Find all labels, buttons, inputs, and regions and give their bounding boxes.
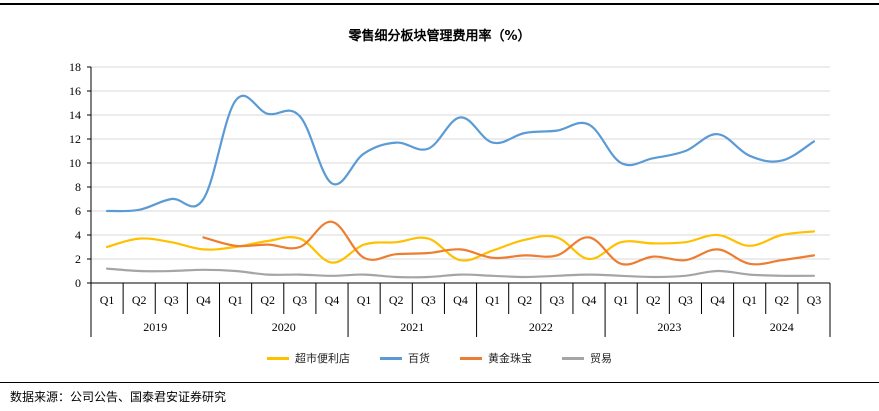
quarter-label: Q4	[453, 293, 468, 307]
legend-label: 超市便利店	[295, 352, 350, 365]
series-line	[202, 220, 816, 266]
legend-label: 黄金珠宝	[488, 352, 532, 365]
legend-item: 黄金珠宝	[460, 350, 532, 366]
y-tick-label: 0	[75, 276, 81, 290]
top-rule	[0, 3, 879, 5]
quarter-label: Q1	[742, 293, 757, 307]
source-note: 数据来源：公司公告、国泰君安证券研究	[10, 390, 227, 404]
y-tick-label: 12	[69, 132, 81, 146]
quarter-label: Q1	[100, 293, 115, 307]
y-tick-label: 10	[69, 156, 81, 170]
y-axis: 0 2 4 6 8 10 12 14 16 18	[69, 60, 92, 290]
quarter-label: Q1	[228, 293, 243, 307]
series-line	[105, 230, 816, 264]
legend-item: 超市便利店	[267, 350, 350, 366]
legend: 超市便利店 百货 黄金珠宝 贸易	[0, 350, 879, 366]
y-tick-label: 2	[75, 252, 81, 266]
series-lines	[105, 94, 816, 279]
quarter-label: Q1	[614, 293, 629, 307]
quarter-label: Q3	[807, 293, 822, 307]
quarter-label: Q2	[646, 293, 661, 307]
y-tick-label: 8	[75, 180, 81, 194]
quarter-label: Q4	[196, 293, 211, 307]
quarter-label: Q2	[132, 293, 147, 307]
quarter-label: Q3	[550, 293, 565, 307]
year-label: 2024	[770, 320, 794, 334]
quarter-label: Q4	[325, 293, 340, 307]
y-tick-label: 16	[69, 84, 81, 98]
bottom-rule	[0, 382, 879, 383]
quarter-label: Q3	[164, 293, 179, 307]
quarter-label: Q2	[260, 293, 275, 307]
quarter-label: Q1	[357, 293, 372, 307]
quarter-label: Q2	[517, 293, 532, 307]
quarter-label: Q4	[710, 293, 725, 307]
quarter-label: Q1	[485, 293, 500, 307]
year-label: 2022	[529, 320, 553, 334]
legend-item: 贸易	[562, 350, 612, 366]
chart-title: 零售细分板块管理费用率（%）	[348, 29, 531, 44]
series-line	[105, 267, 816, 279]
y-tick-label: 4	[75, 228, 81, 242]
grid	[91, 66, 830, 260]
quarter-label: Q3	[421, 293, 436, 307]
legend-swatch	[460, 356, 482, 360]
quarter-label: Q4	[582, 293, 597, 307]
year-label: 2023	[657, 320, 681, 334]
year-label: 2021	[400, 320, 424, 334]
y-tick-label: 6	[75, 204, 81, 218]
quarter-label: Q2	[389, 293, 404, 307]
legend-swatch	[380, 356, 402, 360]
quarter-label: Q3	[678, 293, 693, 307]
x-axis: Q1 Q2 Q3 Q4 Q1 Q2 Q3 Q4 Q1 Q2 Q3 Q4 Q1 Q2 Q3 Q4 Q1 Q2 Q3 Q4…	[90, 282, 831, 337]
legend-label: 百货	[408, 352, 430, 365]
legend-swatch	[562, 356, 584, 360]
y-tick-label: 14	[69, 108, 81, 122]
legend-swatch	[267, 356, 289, 360]
legend-label: 贸易	[590, 352, 612, 365]
quarter-label: Q2	[774, 293, 789, 307]
year-label: 2020	[272, 320, 296, 334]
legend-item: 百货	[380, 350, 430, 366]
series-line	[105, 94, 816, 213]
year-label: 2019	[143, 320, 167, 334]
y-tick-label: 18	[69, 60, 81, 74]
quarter-label: Q3	[293, 293, 308, 307]
